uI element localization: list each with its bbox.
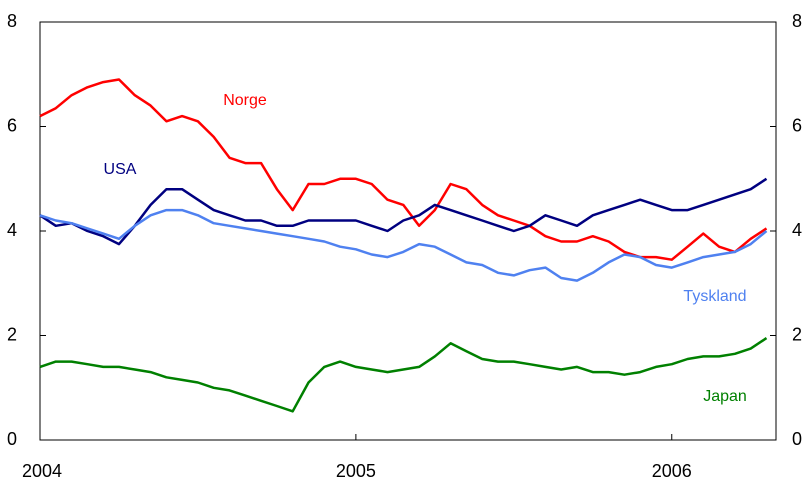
y-tick-label: 8 [7, 11, 17, 31]
series-label: Norge [223, 92, 267, 109]
series-line [39, 78, 768, 261]
series-label: Tyskland [683, 288, 746, 305]
y-tick-label: 4 [7, 220, 17, 240]
x-tick-label: 2004 [22, 461, 62, 481]
series-line [39, 208, 768, 282]
series-label: USA [104, 161, 137, 178]
series-line [39, 177, 768, 246]
y-tick-label: 0 [7, 429, 17, 449]
series-line [39, 337, 768, 413]
plot-frame [39, 21, 777, 441]
y2-tick-label: 0 [792, 429, 802, 449]
y-tick-label: 2 [7, 324, 17, 344]
y2-tick-label: 8 [792, 11, 802, 31]
y2-tick-label: 4 [792, 220, 802, 240]
y-tick-label: 6 [7, 115, 17, 135]
y2-tick-label: 6 [792, 115, 802, 135]
x-tick-label: 2005 [336, 461, 376, 481]
y2-tick-label: 2 [792, 324, 802, 344]
x-tick-label: 2006 [652, 461, 692, 481]
series-label: Japan [703, 388, 747, 405]
